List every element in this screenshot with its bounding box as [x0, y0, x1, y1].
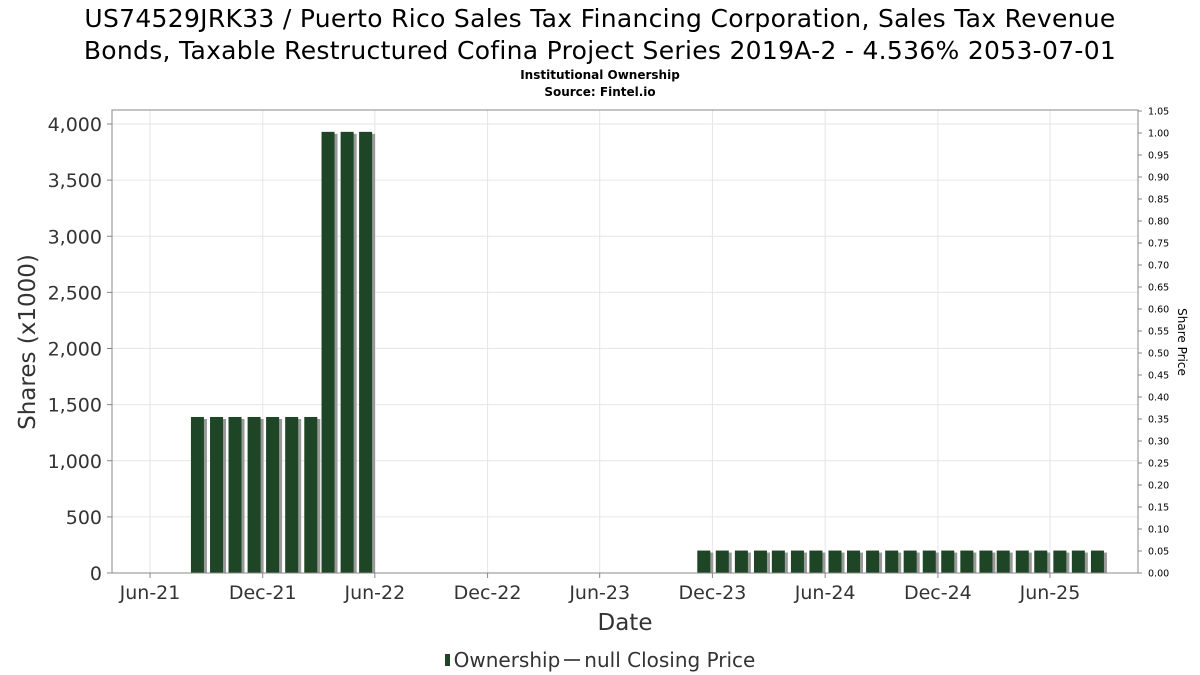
y2-tick-label: 0.90	[1148, 173, 1169, 184]
ownership-bar	[809, 550, 823, 573]
y-tick-label: 1,000	[48, 451, 102, 473]
ownership-bar	[1053, 550, 1067, 573]
x-tick-label: Dec-24	[904, 582, 972, 604]
y2-tick-label: 0.60	[1148, 305, 1169, 316]
price-legend-swatch	[564, 659, 581, 661]
y-tick-label: 0	[90, 563, 102, 585]
chart-title-line-2: Bonds, Taxable Restructured Cofina Proje…	[83, 36, 1117, 65]
y2-tick-label: 0.15	[1148, 503, 1169, 514]
y-axis: 0 500 1,000 1,500 2,000 2,500 3,000 3,500 4,000	[48, 114, 112, 585]
y2-tick-label: 0.75	[1148, 239, 1169, 250]
y-tick-label: 3,000	[48, 226, 102, 248]
ownership-bar	[828, 550, 842, 573]
y2-tick-label: 0.20	[1148, 481, 1169, 492]
x-tick-label: Jun-21	[119, 582, 181, 604]
ownership-bar	[715, 550, 729, 573]
y2-tick-label: 0.50	[1148, 349, 1169, 360]
ownership-bar	[285, 416, 299, 573]
ownership-bar	[941, 550, 955, 573]
secondary-y-axis-label: Share Price	[1175, 308, 1189, 376]
ownership-bar	[979, 550, 993, 573]
x-axis: Jun-21 Dec-21 Jun-22 Dec-22 Jun-23 Dec-23 Jun-…	[119, 573, 1081, 604]
ownership-bar	[996, 550, 1010, 573]
ownership-bar	[922, 550, 936, 573]
ownership-bar	[228, 416, 242, 573]
ownership-bar	[960, 550, 974, 573]
x-tick-label: Jun-22	[343, 582, 405, 604]
ownership-bar	[1090, 550, 1104, 573]
y2-tick-label: 0.35	[1148, 415, 1169, 426]
x-tick-label: Jun-24	[794, 582, 856, 604]
ownership-bar	[1034, 550, 1048, 573]
ownership-bar	[903, 550, 917, 573]
ownership-bar	[753, 550, 767, 573]
chart-legend: Ownership null Closing Price	[0, 648, 1200, 672]
ownership-bar	[846, 550, 860, 573]
y-tick-label: 2,000	[48, 339, 102, 361]
y2-tick-label: 0.30	[1148, 437, 1169, 448]
y2-tick-label: 0.70	[1148, 261, 1169, 272]
ownership-chart: 05001,0001,5002,0002,5003,0003,5004,000 …	[15, 107, 1189, 637]
x-tick-label: Jun-23	[568, 582, 630, 604]
plot-frame	[111, 109, 1139, 574]
y2-tick-label: 0.55	[1148, 327, 1169, 338]
y2-tick-label: 0.10	[1148, 525, 1169, 536]
x-tick-label: Dec-22	[454, 582, 522, 604]
y2-tick-label: 0.80	[1148, 217, 1169, 228]
ownership-bar	[866, 550, 880, 573]
y-tick-label: 3,500	[48, 170, 102, 192]
ownership-bar	[1071, 550, 1085, 573]
ownership-bar	[247, 416, 261, 573]
ownership-bar	[771, 550, 785, 573]
ownership-bar	[190, 416, 204, 573]
ownership-legend-swatch	[444, 654, 450, 666]
x-axis-label: Date	[598, 610, 653, 636]
ownership-bar	[304, 416, 318, 573]
y2-tick-label: 0.95	[1148, 151, 1169, 162]
y-axis-label: Shares (x1000)	[15, 254, 41, 430]
ownership-bar	[266, 416, 280, 573]
ownership-bar	[359, 131, 373, 574]
ownership-bar	[697, 550, 711, 573]
x-tick-label: Dec-23	[679, 582, 747, 604]
grid-layer	[112, 110, 1138, 574]
ownership-bar	[885, 550, 899, 573]
ownership-bar	[210, 416, 224, 573]
y2-tick-label: 0.45	[1148, 371, 1169, 382]
x-tick-label: Jun-25	[1019, 582, 1081, 604]
chart-subtitle: Institutional Ownership	[520, 68, 680, 82]
ownership-bar	[340, 131, 354, 574]
y2-tick-label: 0.65	[1148, 283, 1169, 294]
y-tick-label: 2,500	[48, 282, 102, 304]
chart-source: Source: Fintel.io	[544, 85, 656, 99]
y-tick-label: 500	[66, 507, 102, 529]
bar-layer	[190, 131, 1107, 574]
y2-tick-label: 1.00	[1148, 129, 1169, 140]
ownership-bar	[790, 550, 804, 573]
y-tick-label: 4,000	[48, 114, 102, 136]
y2-tick-label: 0.05	[1148, 547, 1169, 558]
chart-title-line-1: US74529JRK33 / Puerto Rico Sales Tax Fin…	[84, 4, 1116, 33]
price-legend-label: null Closing Price	[584, 648, 756, 672]
x-tick-label: Dec-21	[229, 582, 297, 604]
y-tick-label: 1,500	[48, 395, 102, 417]
secondary-y-axis: 0.00 0.05 0.10 0.15 0.20 0.25 0.30 0.35 0.40 0.45…	[1138, 107, 1169, 580]
y2-tick-label: 0.85	[1148, 195, 1169, 206]
ownership-bar	[321, 131, 335, 574]
y2-tick-label: 0.40	[1148, 393, 1169, 404]
y2-tick-label: 0.25	[1148, 459, 1169, 470]
ownership-bar	[1015, 550, 1029, 573]
y2-tick-label: 0.00	[1148, 569, 1169, 580]
ownership-bar	[734, 550, 748, 573]
y2-tick-label: 1.05	[1148, 107, 1169, 118]
ownership-legend-label: Ownership	[453, 648, 561, 672]
